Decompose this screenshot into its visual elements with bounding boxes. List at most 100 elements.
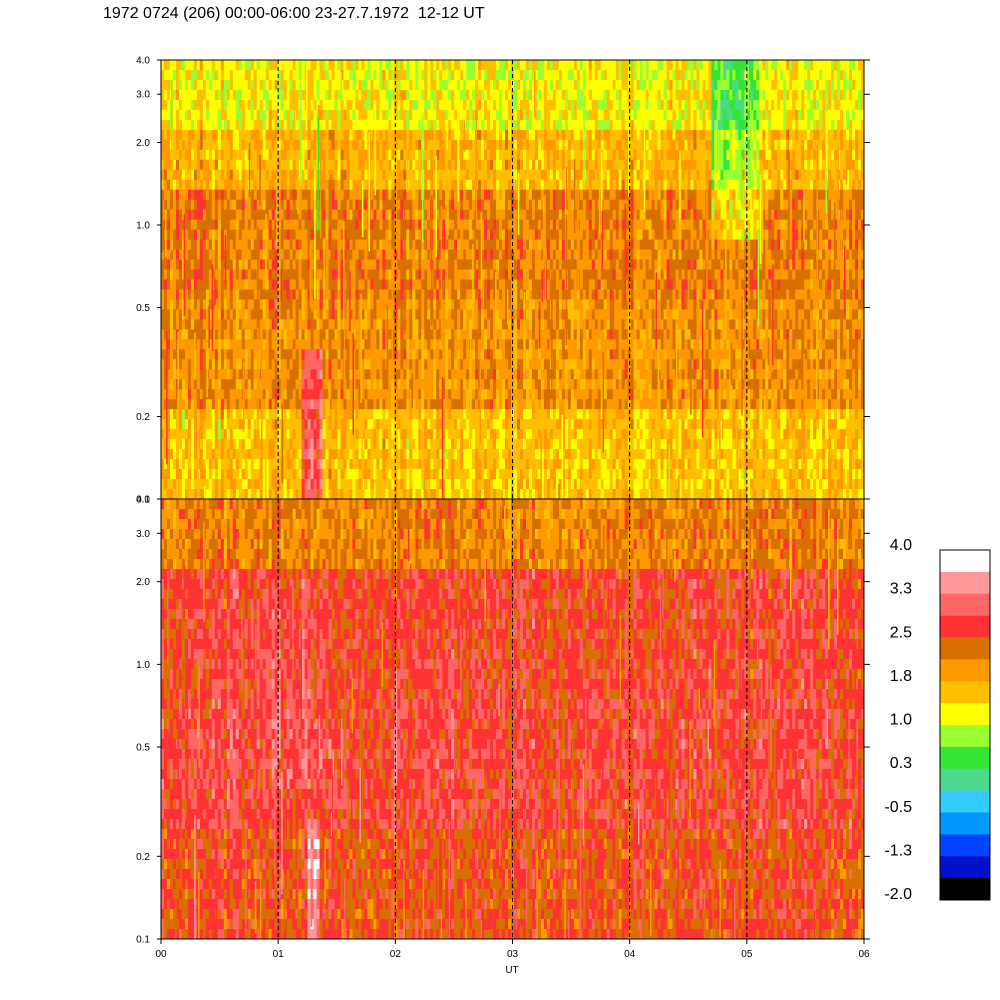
- heatmap-cell: [364, 139, 369, 151]
- heatmap-cell: [430, 429, 434, 440]
- heatmap-cell: [223, 489, 228, 499]
- heatmap-cell: [220, 299, 225, 311]
- heatmap-cell: [475, 479, 479, 490]
- heatmap-cell: [244, 139, 249, 151]
- heatmap-cell: [172, 159, 177, 171]
- heatmap-cell: [373, 219, 377, 231]
- heatmap-cell: [388, 179, 392, 191]
- heatmap-cell: [295, 409, 300, 420]
- heatmap-cell: [283, 419, 288, 430]
- heatmap-cell: [493, 199, 497, 211]
- heatmap-cell: [340, 99, 345, 111]
- heatmap-cell: [208, 119, 213, 131]
- heatmap-cell: [388, 409, 392, 420]
- heatmap-cell: [415, 119, 419, 131]
- heatmap-cell: [454, 339, 458, 350]
- heatmap-cell: [436, 69, 440, 81]
- heatmap-cell: [370, 399, 374, 410]
- heatmap-cell: [190, 239, 195, 251]
- heatmap-cell: [259, 199, 264, 211]
- heatmap-cell: [487, 319, 491, 330]
- heatmap-cell: [166, 79, 171, 91]
- heatmap-cell: [418, 489, 422, 499]
- heatmap-cell: [373, 249, 377, 261]
- heatmap-cell: [349, 349, 354, 360]
- heatmap-cell: [340, 379, 345, 390]
- heatmap-cell: [253, 99, 258, 111]
- heatmap-cell: [391, 299, 395, 311]
- heatmap-cell: [367, 459, 371, 470]
- heatmap-cell: [232, 459, 237, 470]
- heatmap-cell: [451, 459, 455, 470]
- heatmap-cell: [274, 269, 279, 281]
- heatmap-cell: [196, 79, 201, 91]
- heatmap-cell: [307, 109, 312, 121]
- heatmap-cell: [289, 319, 294, 330]
- heatmap-cell: [382, 79, 386, 91]
- heatmap-cell: [220, 239, 225, 251]
- heatmap-cell: [232, 199, 237, 211]
- heatmap-cell: [409, 209, 413, 221]
- heatmap-cell: [325, 239, 330, 251]
- heatmap-cell: [325, 89, 330, 101]
- heatmap-cell: [346, 159, 351, 171]
- heatmap-cell: [346, 219, 351, 231]
- heatmap-cell: [484, 169, 488, 181]
- heatmap-cell: [271, 249, 276, 261]
- heatmap-cell: [400, 169, 404, 181]
- heatmap-cell: [439, 489, 443, 499]
- heatmap-cell: [289, 329, 294, 340]
- heatmap-cell: [274, 129, 279, 141]
- heatmap-cell: [271, 319, 276, 330]
- heatmap-cell: [361, 60, 366, 71]
- heatmap-cell: [412, 60, 416, 71]
- heatmap-cell: [199, 189, 204, 201]
- heatmap-cell: [412, 239, 416, 251]
- heatmap-cell: [193, 319, 198, 330]
- heatmap-cell: [337, 309, 342, 321]
- heatmap-cell: [487, 489, 491, 499]
- heatmap-cell: [337, 229, 342, 241]
- heatmap-cell: [172, 459, 177, 470]
- heatmap-cell: [337, 99, 342, 111]
- heatmap-cell: [397, 269, 401, 281]
- heatmap-cell: [220, 329, 225, 340]
- heatmap-cell: [250, 389, 255, 400]
- heatmap-cell: [232, 349, 237, 360]
- heatmap-cell: [262, 60, 267, 71]
- heatmap-cell: [343, 419, 348, 430]
- heatmap-cell: [214, 69, 219, 81]
- heatmap-cell: [364, 269, 369, 281]
- heatmap-cell: [373, 319, 377, 330]
- heatmap-cell: [340, 179, 345, 191]
- heatmap-cell: [367, 439, 371, 450]
- heatmap-cell: [466, 169, 470, 181]
- heatmap-cell: [364, 109, 369, 121]
- heatmap-cell: [223, 219, 228, 231]
- heatmap-cell: [238, 469, 243, 480]
- heatmap-cell: [448, 489, 452, 499]
- heatmap-cell: [289, 279, 294, 291]
- heatmap-cell: [445, 489, 449, 499]
- heatmap-cell: [379, 149, 383, 161]
- heatmap-cell: [364, 209, 369, 221]
- heatmap-cell: [481, 189, 485, 201]
- heatmap-cell: [496, 249, 500, 261]
- heatmap-cell: [163, 349, 168, 360]
- heatmap-cell: [184, 199, 189, 211]
- heatmap-cell: [430, 379, 434, 390]
- heatmap-cell: [307, 159, 312, 171]
- heatmap-cell: [409, 329, 413, 340]
- heatmap-cell: [493, 99, 497, 111]
- heatmap-cell: [244, 469, 249, 480]
- heatmap-cell: [328, 239, 333, 251]
- heatmap-cell: [403, 399, 407, 410]
- heatmap-cell: [412, 339, 416, 350]
- heatmap-cell: [244, 329, 249, 340]
- heatmap-cell: [175, 289, 180, 301]
- heatmap-cell: [331, 89, 336, 101]
- heatmap-cell: [205, 79, 210, 91]
- heatmap-cell: [394, 309, 398, 321]
- heatmap-cell: [448, 229, 452, 241]
- heatmap-cell: [250, 369, 255, 380]
